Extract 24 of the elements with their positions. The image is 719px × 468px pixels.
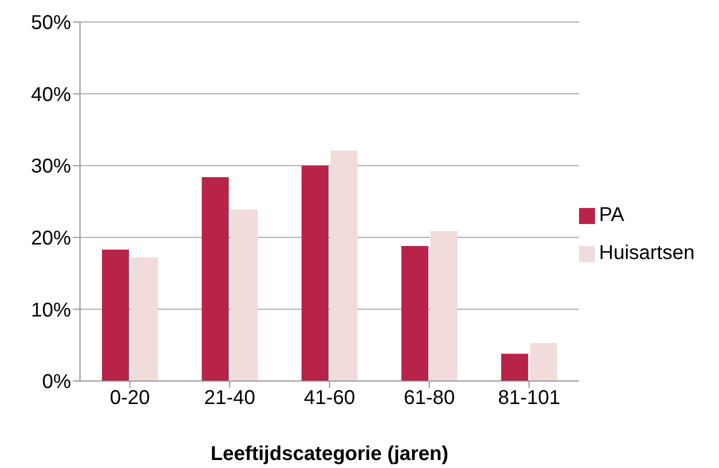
bar: [430, 230, 458, 381]
y-tick-label: 20%: [30, 228, 72, 250]
bar: [202, 177, 229, 381]
x-tick-label: 41-60: [304, 387, 356, 410]
bar: [102, 250, 129, 381]
bar: [501, 354, 528, 381]
y-tick-label: 10%: [30, 299, 72, 322]
legend-label: Huisartsen: [599, 242, 695, 264]
legend-label: PA: [599, 204, 624, 226]
x-tick-label: 81-101: [498, 387, 560, 410]
y-tick-label: 50%: [30, 12, 72, 34]
bar: [230, 209, 258, 381]
y-tick-label: 0%: [42, 371, 72, 394]
y-tick-label: 30%: [30, 156, 72, 178]
x-tick-label: 21-40: [204, 387, 256, 410]
bar: [330, 150, 358, 381]
x-tick-label: 0-20: [110, 387, 150, 410]
y-tick-label: 40%: [30, 84, 72, 106]
x-tick-label: 61-80: [404, 387, 455, 410]
bar: [530, 342, 558, 381]
bar: [401, 246, 428, 381]
x-axis-title: Leeftijdscategorie (jaren): [210, 443, 448, 465]
bar: [130, 258, 158, 381]
bar: [302, 166, 329, 381]
